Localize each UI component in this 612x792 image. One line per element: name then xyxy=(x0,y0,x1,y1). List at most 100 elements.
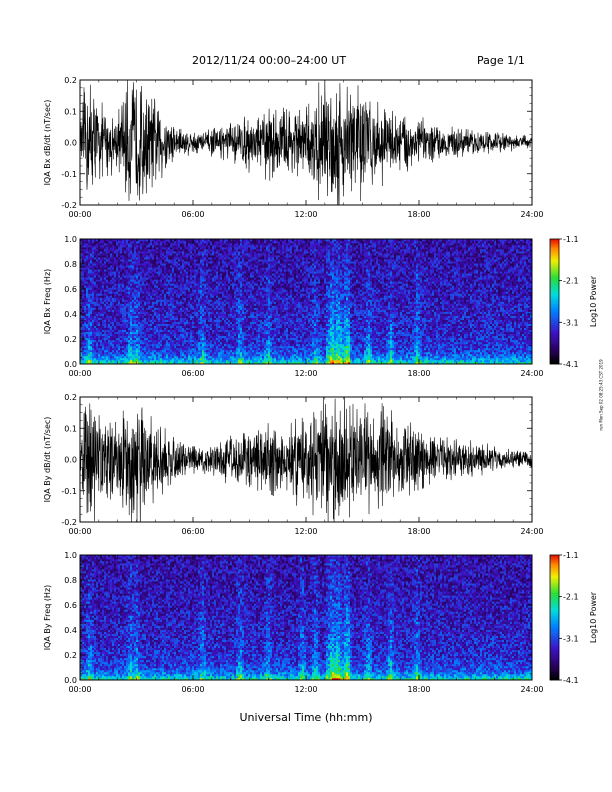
spectrogram-cell xyxy=(236,355,239,359)
spectrogram-cell xyxy=(230,301,233,304)
spectrogram-cell xyxy=(82,341,85,345)
spectrogram-cell xyxy=(178,333,181,337)
spectrogram-cell xyxy=(202,263,205,266)
spectrogram-cell xyxy=(114,271,117,274)
spectrogram-cell xyxy=(182,259,185,262)
spectrogram-cell xyxy=(144,245,147,248)
spectrogram-cell xyxy=(184,313,187,316)
spectrogram-cell xyxy=(92,279,95,282)
spectrogram-cell xyxy=(220,335,223,339)
spectrogram-cell xyxy=(208,351,211,355)
spectrogram-cell xyxy=(170,327,173,331)
spectrogram-cell xyxy=(158,317,161,320)
spectrogram-cell xyxy=(194,241,197,244)
spectrogram-cell xyxy=(206,241,209,244)
spectrogram-cell xyxy=(130,335,133,339)
spectrogram-cell xyxy=(162,347,165,351)
spectrogram-cell xyxy=(170,341,173,345)
spectrogram-cell xyxy=(192,289,195,292)
spectrogram-cell xyxy=(104,281,107,284)
spectrogram-cell xyxy=(226,313,229,316)
spectrogram-cell xyxy=(96,355,99,359)
spectrogram-cell xyxy=(206,319,209,322)
spectrogram-cell xyxy=(136,267,139,270)
spectrogram-cell xyxy=(82,345,85,349)
spectrogram-cell xyxy=(142,307,145,310)
spectrogram-cell xyxy=(110,323,113,326)
spectrogram-cell xyxy=(96,281,99,284)
spectrogram-cell xyxy=(130,355,133,359)
spectrogram-cell xyxy=(154,319,157,322)
spectrogram-cell xyxy=(194,357,197,361)
spectrogram-cell xyxy=(182,277,185,280)
spectrogram-cell xyxy=(212,301,215,304)
spectrogram-cell xyxy=(224,347,227,351)
spectrogram-cell xyxy=(230,327,233,331)
spectrogram-cell xyxy=(120,361,123,365)
spectrogram-cell xyxy=(236,357,239,361)
spectrogram-cell xyxy=(108,327,111,331)
spectrogram-cell xyxy=(222,287,225,290)
spectrogram-cell xyxy=(134,361,137,365)
spectrogram-cell xyxy=(222,347,225,351)
spectrogram-cell xyxy=(88,265,91,268)
spectrogram-cell xyxy=(108,271,111,274)
spectrogram-cell xyxy=(108,273,111,276)
spectrogram-cell xyxy=(142,283,145,286)
spectrogram-cell xyxy=(130,317,133,320)
spectrogram-cell xyxy=(100,297,103,300)
spectrogram-cell xyxy=(226,277,229,280)
spectrogram-cell xyxy=(140,253,143,256)
spectrogram-cell xyxy=(84,343,87,347)
y-tick-label: 0.0 xyxy=(64,139,77,148)
spectrogram-cell xyxy=(110,347,113,351)
spectrogram-cell xyxy=(122,275,125,278)
spectrogram-cell xyxy=(160,355,163,359)
spectrogram-cell xyxy=(216,309,219,312)
spectrogram-cell xyxy=(194,321,197,324)
spectrogram-cell xyxy=(134,335,137,339)
spectrogram-cell xyxy=(148,281,151,284)
spectrogram-cell xyxy=(86,307,89,310)
spectrogram-cell xyxy=(188,281,191,284)
spectrogram-cell xyxy=(114,331,117,335)
spectrogram-cell xyxy=(124,265,127,268)
spectrogram-cell xyxy=(216,335,219,339)
spectrogram-cell xyxy=(164,255,167,258)
spectrogram-cell xyxy=(200,313,203,316)
spectrogram-cell xyxy=(196,347,199,351)
spectrogram-cell xyxy=(100,329,103,333)
spectrogram-cell xyxy=(116,279,119,282)
spectrogram-cell xyxy=(112,333,115,337)
spectrogram-cell xyxy=(114,279,117,282)
spectrogram-cell xyxy=(174,253,177,256)
spectrogram-cell xyxy=(148,263,151,266)
spectrogram-cell xyxy=(82,355,85,359)
spectrogram-cell xyxy=(112,305,115,308)
spectrogram-cell xyxy=(204,339,207,343)
spectrogram-cell xyxy=(136,355,139,359)
spectrogram-cell xyxy=(216,331,219,335)
spectrogram-cell xyxy=(106,245,109,248)
spectrogram-cell xyxy=(192,293,195,296)
spectrogram-cell xyxy=(194,291,197,294)
spectrogram-cell xyxy=(220,355,223,359)
spectrogram-cell xyxy=(218,311,221,314)
spectrogram-cell xyxy=(80,297,83,300)
spectrogram-cell xyxy=(150,287,153,290)
spectrogram-cell xyxy=(212,325,215,329)
spectrogram-cell xyxy=(120,343,123,347)
spectrogram-cell xyxy=(196,265,199,268)
spectrogram-cell xyxy=(92,355,95,359)
spectrogram-cell xyxy=(226,273,229,276)
spectrogram-cell xyxy=(154,343,157,347)
spectrogram-cell xyxy=(212,295,215,298)
spectrogram-cell xyxy=(138,301,141,304)
spectrogram-cell xyxy=(202,297,205,300)
spectrogram-cell xyxy=(168,265,171,268)
spectrogram-cell xyxy=(204,335,207,339)
spectrogram-cell xyxy=(172,317,175,320)
spectrogram-cell xyxy=(136,309,139,312)
spectrogram-cell xyxy=(130,293,133,296)
